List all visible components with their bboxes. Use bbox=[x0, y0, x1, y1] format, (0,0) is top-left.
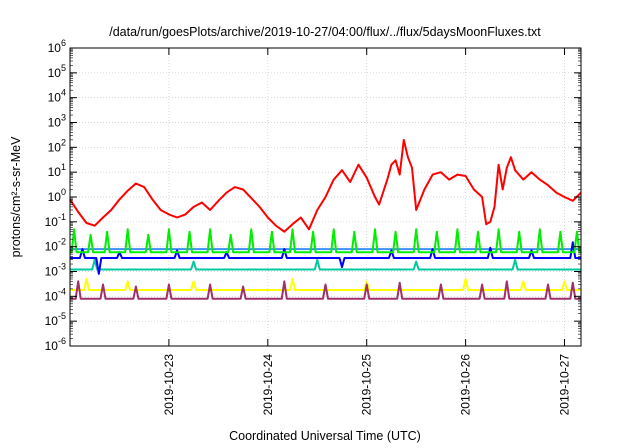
chart-title: /data/run/goesPlots/archive/2019-10-27/0… bbox=[109, 25, 541, 39]
y-tick-label: 10-6 bbox=[45, 336, 66, 353]
y-tick-label: 101 bbox=[48, 162, 66, 179]
x-tick-label: 2019-10-23 bbox=[162, 354, 176, 416]
series-line-0 bbox=[69, 138, 582, 233]
y-tick-label: 100 bbox=[48, 187, 66, 204]
y-tick-label: 106 bbox=[48, 38, 66, 55]
series-line-2 bbox=[70, 241, 581, 275]
y-tick-label: 10-4 bbox=[45, 286, 66, 303]
y-tick-label: 10-5 bbox=[45, 311, 66, 328]
y-axis-label: protons/cm²-s-sr-MeV bbox=[9, 136, 23, 258]
x-tick-label: 2019-10-27 bbox=[558, 354, 572, 416]
x-axis-label: Coordinated Universal Time (UTC) bbox=[229, 429, 421, 443]
x-tick-label: 2019-10-24 bbox=[261, 354, 275, 416]
y-tick-label: 103 bbox=[48, 113, 66, 130]
y-axis-ticks: 10-6 10-5 10-4 10-3 10-2 10-1 100 101 102 103 104 1… bbox=[45, 38, 581, 353]
y-tick-label: 104 bbox=[48, 88, 66, 105]
series-line-5 bbox=[70, 278, 581, 291]
series-line-1 bbox=[70, 228, 581, 254]
y-tick-label: 10-1 bbox=[45, 212, 66, 229]
y-tick-label: 102 bbox=[48, 137, 66, 154]
y-tick-label: 10-3 bbox=[45, 262, 66, 279]
x-tick-label: 2019-10-26 bbox=[459, 354, 473, 416]
series-line-4 bbox=[70, 258, 581, 271]
y-tick-label: 105 bbox=[48, 63, 66, 80]
series-layer bbox=[69, 138, 582, 300]
series-line-6 bbox=[70, 280, 581, 300]
x-tick-label: 2019-10-25 bbox=[360, 354, 374, 416]
y-tick-label: 10-2 bbox=[45, 237, 66, 254]
x-axis-ticks: 2019-10-23 2019-10-24 2019-10-25 2019-10-26… bbox=[162, 48, 572, 415]
